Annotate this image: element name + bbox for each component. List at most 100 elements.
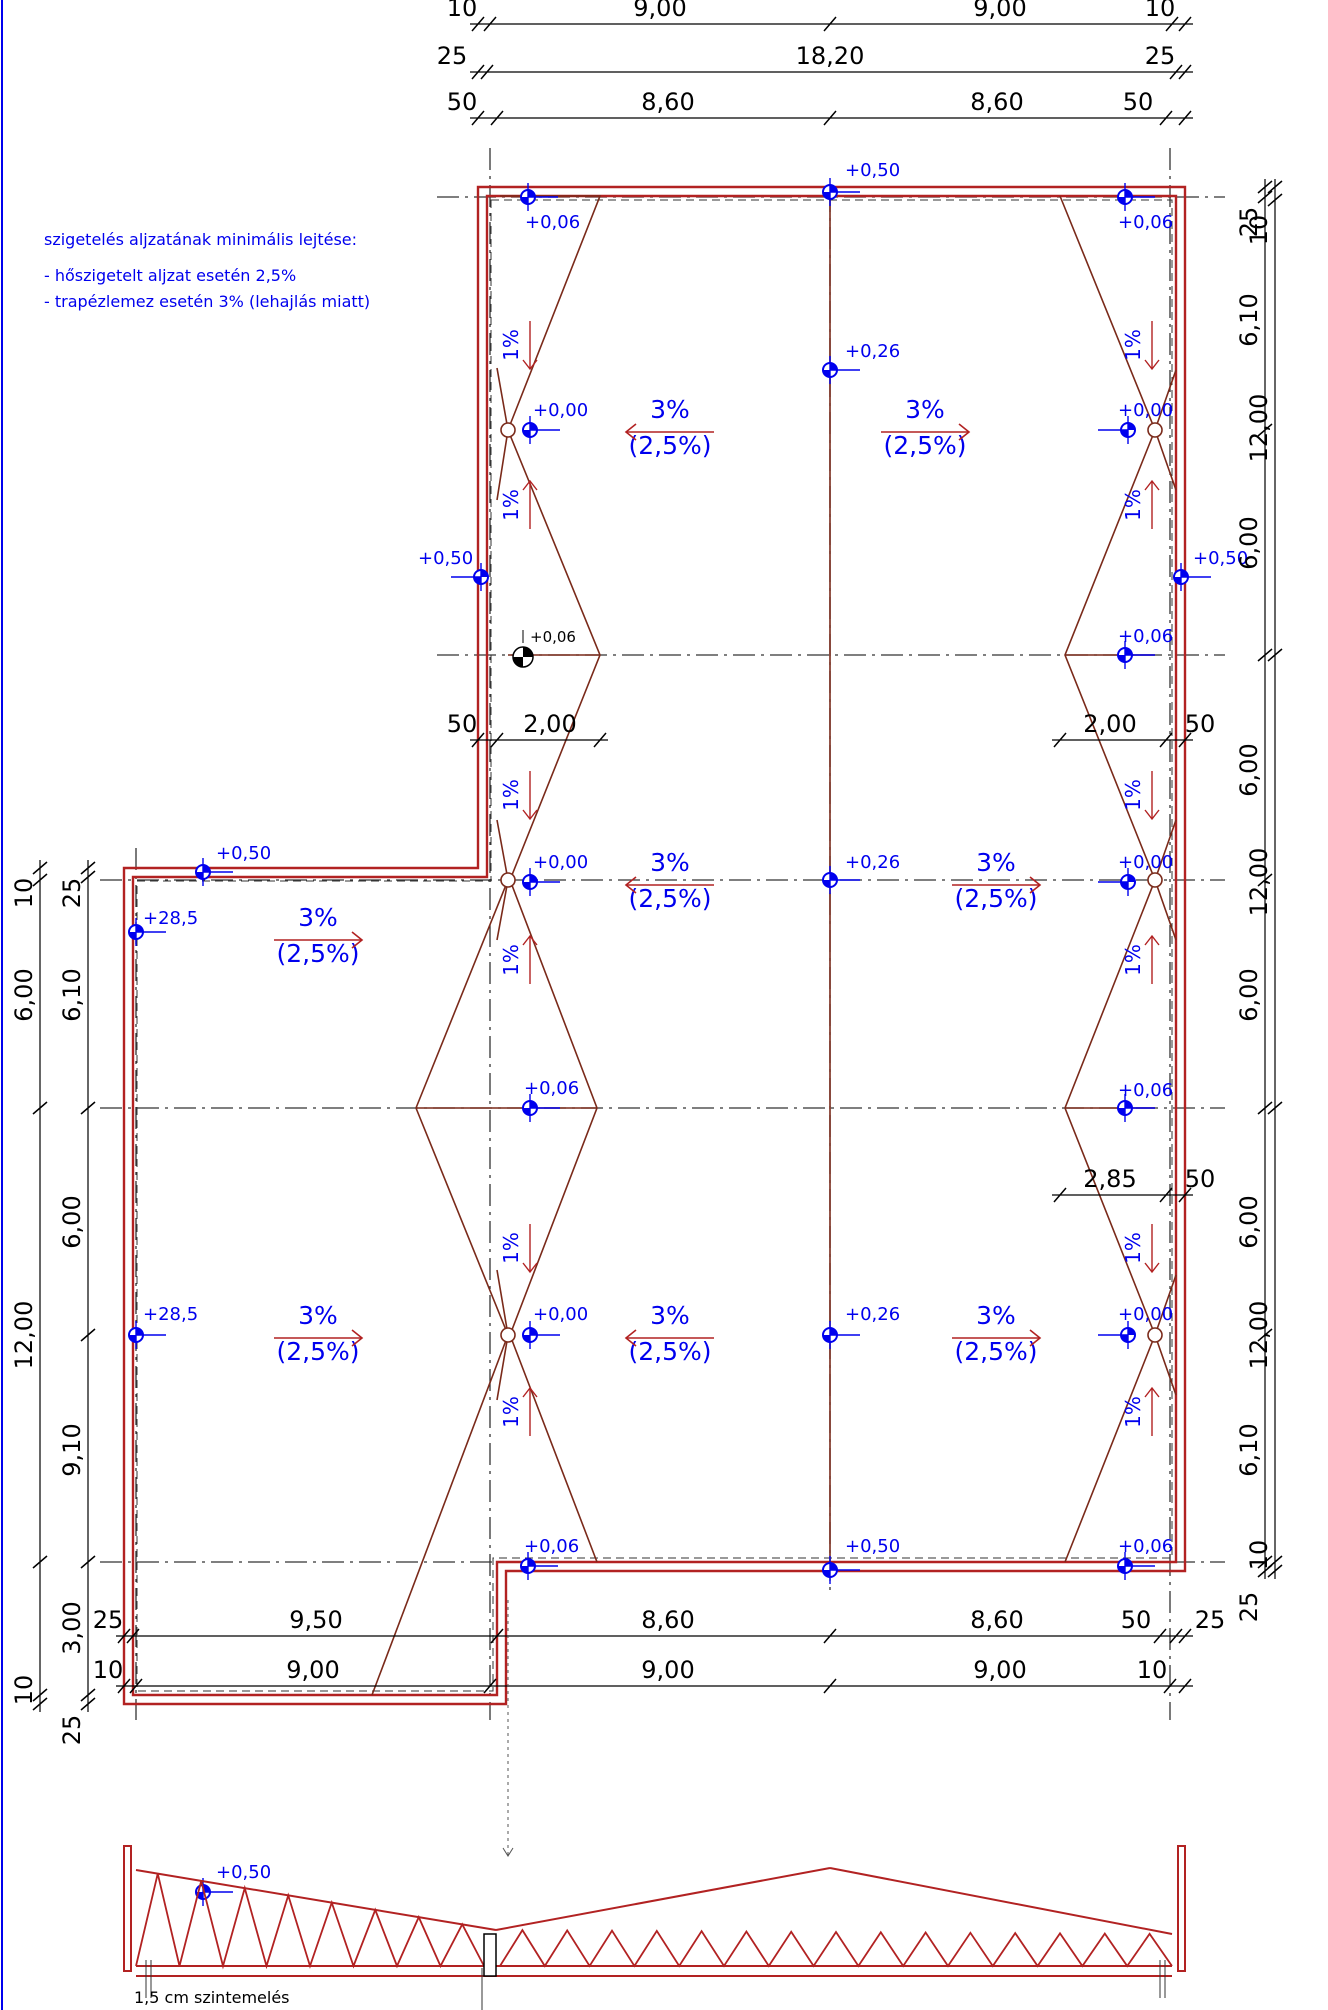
dim-label: 10 bbox=[1145, 0, 1176, 22]
slope-main: 3% bbox=[650, 848, 690, 877]
slope-indicator: 3% (2,5%) bbox=[952, 1301, 1042, 1366]
valley-pct: 1% bbox=[499, 489, 523, 521]
level-label: +0,06 bbox=[1118, 1080, 1173, 1101]
dim-label: 8,60 bbox=[970, 88, 1023, 116]
slope-indicator: 3% (2,5%) bbox=[881, 395, 971, 460]
dim-left-inner: 25 6,10 6,00 9,10 3,00 25 bbox=[58, 860, 96, 1746]
dim-inner-right-bottom: 2,85 50 bbox=[1052, 1165, 1215, 1203]
valley-slope: 1% bbox=[499, 1386, 538, 1436]
dim-label: 8,60 bbox=[970, 1606, 1023, 1634]
dim-label: 25 bbox=[437, 42, 468, 70]
dim-label: 6,00 bbox=[58, 1195, 86, 1248]
benchmark-marker: +0,06 bbox=[512, 628, 576, 668]
valley-slope: 1% bbox=[1121, 321, 1160, 371]
level-label: +0,06 bbox=[1118, 212, 1173, 233]
dim-label: 25 bbox=[93, 1606, 124, 1634]
dim-label: 12,00 bbox=[1245, 394, 1273, 463]
dim-label: 10 bbox=[10, 878, 38, 909]
level-label: +0,00 bbox=[1118, 852, 1173, 873]
level-marker: +0,06 bbox=[1117, 626, 1173, 669]
level-label: +0,50 bbox=[845, 1536, 900, 1557]
slope-alt: (2,5%) bbox=[628, 1337, 711, 1366]
dim-label: 6,00 bbox=[1235, 968, 1263, 1021]
valley-pct: 1% bbox=[1121, 489, 1145, 521]
level-label: +0,26 bbox=[845, 341, 900, 362]
slope-main: 3% bbox=[976, 1301, 1016, 1330]
level-marker: +28,5 bbox=[128, 1304, 198, 1349]
dim-label: 9,50 bbox=[289, 1606, 342, 1634]
valley-slope: 1% bbox=[1121, 1386, 1160, 1436]
level-marker: +0,00 bbox=[1098, 400, 1173, 444]
dim-label: 18,20 bbox=[796, 42, 865, 70]
level-marker: +0,00 bbox=[1098, 852, 1173, 896]
section-caption: 1,5 cm szintemelés bbox=[134, 1988, 290, 2007]
level-marker: +0,00 bbox=[522, 1304, 588, 1349]
dim-label: 9,00 bbox=[973, 1656, 1026, 1684]
valley-slope: 1% bbox=[499, 934, 538, 984]
dim-top-row-3: 50 8,60 8,60 50 bbox=[447, 88, 1193, 126]
level-marker: +0,06 bbox=[522, 1078, 579, 1122]
valley-pct: 1% bbox=[499, 779, 523, 811]
dim-top-row-1: 10 9,00 9,00 10 bbox=[447, 0, 1193, 32]
inner-dashed-outline bbox=[136, 199, 1173, 1692]
level-marker: +0,06 bbox=[1117, 1536, 1173, 1580]
slope-alt: (2,5%) bbox=[954, 1337, 1037, 1366]
slope-alt: (2,5%) bbox=[628, 431, 711, 460]
dim-label: 6,00 bbox=[10, 968, 38, 1021]
dim-label: 6,00 bbox=[1235, 743, 1263, 796]
level-label: +0,50 bbox=[216, 1862, 271, 1883]
dim-right-inner: 25 6,10 6,00 6,00 6,00 6,00 6,10 25 bbox=[1235, 179, 1273, 1623]
note-line-1: - hőszigetelt aljzat esetén 2,5% bbox=[44, 266, 296, 285]
dim-label: 25 bbox=[1235, 1592, 1263, 1623]
valley-slope: 1% bbox=[1121, 1224, 1160, 1274]
valley-pct: 1% bbox=[1121, 1232, 1145, 1264]
level-marker: +0,00 bbox=[522, 852, 588, 896]
dim-label: 25 bbox=[58, 1715, 86, 1746]
dim-top-row-2: 25 18,20 25 bbox=[437, 42, 1193, 80]
level-marker: +0,26 bbox=[822, 852, 900, 894]
valley-slope: 1% bbox=[499, 1224, 538, 1274]
valley-pct: 1% bbox=[499, 1396, 523, 1428]
level-marker: +0,06 bbox=[520, 1536, 579, 1580]
slope-main: 3% bbox=[905, 395, 945, 424]
slope-main: 3% bbox=[650, 1301, 690, 1330]
level-marker: +0,06 bbox=[520, 183, 580, 233]
parapet-outline bbox=[122, 185, 1187, 1706]
valley-pct: 1% bbox=[1121, 944, 1145, 976]
dim-label: 50 bbox=[447, 88, 478, 116]
dim-label: 10 bbox=[93, 1656, 124, 1684]
slope-alt: (2,5%) bbox=[628, 884, 711, 913]
slope-main: 3% bbox=[298, 1301, 338, 1330]
level-label: +0,26 bbox=[845, 852, 900, 873]
dim-label: 10 bbox=[10, 1675, 38, 1706]
note-line-2: - trapézlemez esetén 3% (lehajlás miatt) bbox=[44, 292, 370, 311]
level-marker: +0,06 bbox=[1117, 1080, 1173, 1122]
valley-pct: 1% bbox=[1121, 329, 1145, 361]
dim-label: 9,10 bbox=[58, 1423, 86, 1476]
slope-alt: (2,5%) bbox=[276, 1337, 359, 1366]
dim-label: 2,00 bbox=[1083, 710, 1136, 738]
level-label: +28,5 bbox=[143, 1304, 198, 1325]
level-marker: +0,50 bbox=[822, 160, 900, 206]
level-label: +0,00 bbox=[533, 852, 588, 873]
dim-bottom-row-1: 25 9,50 8,60 8,60 50 25 bbox=[93, 1606, 1225, 1644]
dim-label: 10 bbox=[447, 0, 478, 22]
drain-points bbox=[500, 422, 1163, 1343]
dim-label: 6,10 bbox=[1235, 1423, 1263, 1476]
valley-slope: 1% bbox=[499, 771, 538, 821]
ridge-valley-lines bbox=[371, 195, 1177, 1696]
dim-label: 6,00 bbox=[1235, 1195, 1263, 1248]
section-view: 1,5 cm szintemelés bbox=[123, 1600, 1186, 2010]
valley-slope: 1% bbox=[499, 321, 538, 371]
level-label: +0,00 bbox=[1118, 1304, 1173, 1325]
benchmark-level: +0,06 bbox=[530, 628, 576, 646]
dim-right-outer: 10 12,00 12,00 12,00 10 bbox=[1245, 179, 1283, 1579]
slope-main: 3% bbox=[298, 903, 338, 932]
level-label: +0,06 bbox=[524, 1078, 579, 1099]
level-marker: +0,00 bbox=[522, 400, 588, 444]
slope-indicator: 3% (2,5%) bbox=[274, 903, 364, 968]
level-label: +0,26 bbox=[845, 1304, 900, 1325]
level-label: +0,00 bbox=[533, 1304, 588, 1325]
level-label: +0,50 bbox=[1193, 548, 1248, 569]
dim-bottom-row-2: 10 9,00 9,00 9,00 10 bbox=[93, 1656, 1193, 1694]
